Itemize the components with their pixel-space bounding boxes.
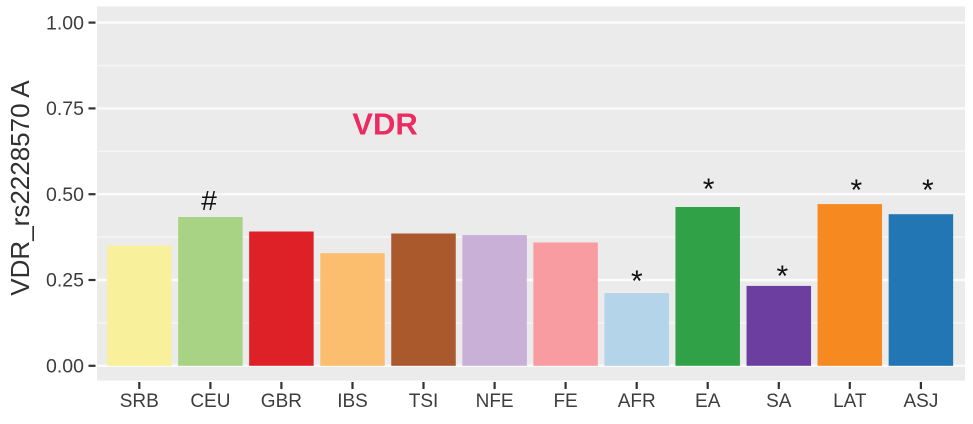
svg-text:VDR: VDR <box>352 106 417 141</box>
svg-text:LAT: LAT <box>833 391 867 412</box>
svg-text:*: * <box>922 174 934 207</box>
svg-text:ASJ: ASJ <box>903 391 938 412</box>
svg-text:0.75: 0.75 <box>46 98 84 120</box>
svg-text:SA: SA <box>766 391 792 412</box>
svg-text:*: * <box>703 173 715 206</box>
svg-text:AFR: AFR <box>618 391 656 412</box>
svg-text:0.50: 0.50 <box>46 184 84 206</box>
svg-text:VDR_rs2228570 A: VDR_rs2228570 A <box>5 80 35 296</box>
svg-text:FE: FE <box>553 391 577 412</box>
svg-text:SRB: SRB <box>120 391 159 412</box>
svg-text:NFE: NFE <box>476 391 514 412</box>
svg-text:0.25: 0.25 <box>46 270 84 292</box>
svg-text:EA: EA <box>695 391 721 412</box>
svg-text:*: * <box>631 265 643 298</box>
svg-text:*: * <box>851 174 863 207</box>
svg-text:1.00: 1.00 <box>46 12 84 34</box>
svg-text:0.00: 0.00 <box>46 356 84 378</box>
svg-text:IBS: IBS <box>337 391 368 412</box>
svg-text:GBR: GBR <box>261 391 302 412</box>
svg-text:CEU: CEU <box>190 391 230 412</box>
svg-text:TSI: TSI <box>409 391 439 412</box>
svg-text:*: * <box>777 260 789 293</box>
svg-text:#: # <box>201 185 217 216</box>
